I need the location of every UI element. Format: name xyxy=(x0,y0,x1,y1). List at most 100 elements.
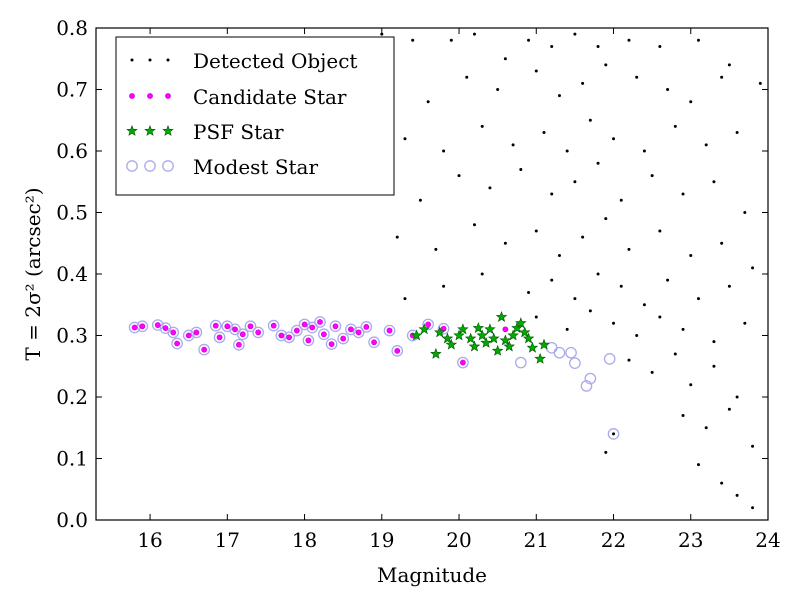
psf-star-point xyxy=(418,323,431,335)
modest-star-point xyxy=(584,372,597,385)
y-tick-label: 0.2 xyxy=(56,385,88,409)
candidate-star-point xyxy=(502,326,509,333)
psf-star-point xyxy=(464,332,477,344)
x-tick-label: 18 xyxy=(292,528,317,552)
modest-star-point xyxy=(221,320,234,333)
legend-marker-detected-object xyxy=(148,58,152,62)
candidate-star-point xyxy=(305,337,312,344)
modest-star-point xyxy=(209,319,222,332)
legend: Detected Object Candidate Star PSF Star … xyxy=(115,36,395,196)
candidate-star-point xyxy=(174,340,181,347)
y-axis-label: T = 2σ² (arcsec²) xyxy=(21,187,45,360)
detected-object-point xyxy=(503,241,507,245)
modest-star-point xyxy=(580,380,593,392)
modest-star-point xyxy=(603,353,616,365)
detected-object-point xyxy=(704,143,708,147)
modest-star-point xyxy=(337,332,350,345)
detected-object-point xyxy=(727,284,731,288)
detected-object-point xyxy=(565,327,569,331)
legend-marker-psf-star xyxy=(126,124,138,136)
detected-object-point xyxy=(751,266,755,270)
psf-star-point xyxy=(507,329,519,341)
y-tick-label: 0.5 xyxy=(56,201,88,225)
detected-object-point xyxy=(720,241,724,245)
y-axis-ticks: 0.0 0.1 0.2 0.3 0.4 0.5 0.6 0.7 0.8 xyxy=(56,16,768,532)
detected-object-point xyxy=(588,309,592,313)
detected-object-point xyxy=(434,247,438,251)
detected-object-point xyxy=(627,247,631,251)
candidate-star-point xyxy=(309,324,316,331)
legend-marker-candidate-star xyxy=(129,93,135,99)
modest-star-point xyxy=(275,329,288,342)
detected-object-point xyxy=(581,235,585,239)
modest-star-point xyxy=(514,356,527,369)
candidate-star-point xyxy=(355,329,362,336)
detected-object-point xyxy=(635,75,639,79)
detected-object-point xyxy=(689,254,693,258)
detected-object-point xyxy=(596,44,600,48)
modest-star-point xyxy=(171,337,183,350)
detected-object-point xyxy=(511,143,515,147)
detected-object-point xyxy=(681,413,685,417)
x-axis-label: Magnitude xyxy=(377,563,487,587)
detected-object-point xyxy=(712,180,716,184)
candidate-star-point xyxy=(239,331,246,338)
modest-star-point xyxy=(329,320,342,333)
detected-object-point xyxy=(727,407,731,411)
candidate-star-point xyxy=(162,325,169,332)
modest-star-point xyxy=(345,323,357,336)
candidate-star-point xyxy=(270,322,277,329)
modest-star-point xyxy=(565,346,577,359)
detected-object-point xyxy=(751,444,755,448)
detected-object-point xyxy=(465,75,469,79)
detected-object-point xyxy=(612,432,616,436)
legend-label-candidate-star: Candidate Star xyxy=(193,85,347,109)
detected-object-point xyxy=(573,32,577,36)
detected-object-point xyxy=(619,284,623,288)
detected-object-point xyxy=(380,32,384,36)
candidate-star-point xyxy=(232,326,238,333)
modest-star-point xyxy=(314,316,326,328)
modest-star-point xyxy=(569,357,581,370)
candidate-star-point xyxy=(139,323,146,330)
legend-marker-psf-star xyxy=(162,124,174,136)
detected-object-point xyxy=(403,137,407,141)
legend-marker-modest-star xyxy=(126,160,138,172)
detected-object-point xyxy=(642,149,646,153)
detected-object-point xyxy=(519,167,523,171)
data-points-layer xyxy=(128,32,762,510)
modest-star-point xyxy=(422,318,434,331)
psf-star-point xyxy=(430,347,442,359)
psf-star-point xyxy=(511,322,523,334)
modest-star-point xyxy=(267,319,280,332)
modest-star-point xyxy=(607,428,620,440)
candidate-star-point xyxy=(363,323,370,330)
detected-object-point xyxy=(527,290,531,294)
candidate-star-point xyxy=(212,322,219,329)
modest-star-point xyxy=(167,326,180,339)
detected-object-point xyxy=(627,38,631,42)
detected-object-point xyxy=(411,38,415,42)
modest-star-point xyxy=(244,320,257,333)
detected-object-point xyxy=(604,450,608,454)
detected-object-point xyxy=(758,81,762,85)
detected-object-point xyxy=(480,272,484,276)
detected-object-point xyxy=(619,198,623,202)
detected-object-point xyxy=(573,297,577,301)
detected-object-point xyxy=(480,124,484,128)
candidate-star-point xyxy=(301,321,308,328)
psf-star-point xyxy=(472,322,485,334)
psf-star-point xyxy=(534,352,546,364)
detected-object-point xyxy=(720,75,724,79)
x-axis-ticks: 16 17 18 19 20 21 22 23 24 xyxy=(137,28,781,552)
detected-object-point xyxy=(658,229,662,233)
modest-star-point xyxy=(236,328,249,341)
modest-star-point xyxy=(182,329,195,342)
detected-object-point xyxy=(550,278,554,282)
x-tick-label: 17 xyxy=(215,528,240,552)
y-tick-label: 0.1 xyxy=(56,447,88,471)
x-tick-label: 23 xyxy=(678,528,703,552)
modest-star-point xyxy=(298,318,311,331)
candidate-star-point xyxy=(235,341,242,348)
